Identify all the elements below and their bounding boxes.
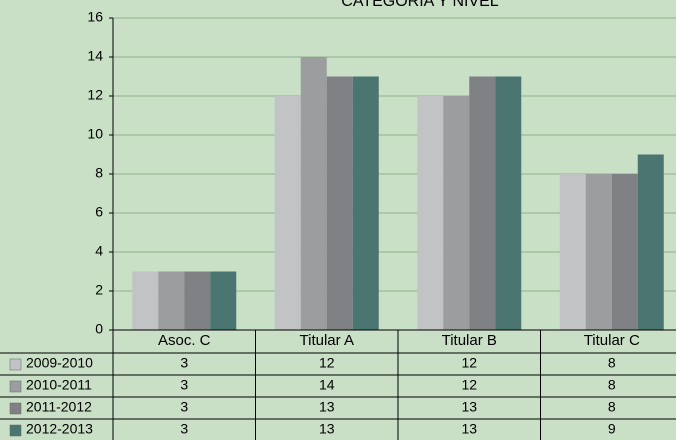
table-value: 8 [608, 399, 616, 415]
y-tick-label: 6 [95, 204, 103, 220]
x-tick-label: Asoc. C [158, 332, 211, 349]
legend-swatch [9, 380, 22, 393]
bar [132, 271, 159, 330]
bar [585, 174, 612, 330]
table-value: 3 [180, 377, 188, 393]
y-tick-label: 12 [87, 87, 103, 103]
table-value: 12 [461, 355, 477, 371]
bar [611, 174, 638, 330]
y-tick-label: 0 [95, 321, 103, 337]
table-value: 3 [180, 421, 188, 437]
bar [559, 174, 586, 330]
table-value: 8 [608, 377, 616, 393]
y-tick-label: 8 [95, 165, 103, 181]
y-tick-label: 4 [95, 243, 103, 259]
legend-swatch [9, 424, 22, 437]
bar [495, 76, 522, 330]
table-value: 9 [608, 421, 616, 437]
bar [443, 96, 470, 330]
legend-label: 2010-2011 [26, 377, 92, 393]
y-tick-label: 2 [95, 282, 103, 298]
legend-label: 2009-2010 [26, 355, 93, 371]
x-tick-label: Titular B [442, 332, 497, 349]
table-value: 13 [319, 421, 335, 437]
bar [637, 154, 664, 330]
table-value: 13 [461, 399, 477, 415]
legend-swatch [9, 358, 22, 371]
bar [352, 76, 379, 330]
bar [158, 271, 185, 330]
bar [326, 76, 353, 330]
table-value: 13 [461, 421, 477, 437]
bar [210, 271, 237, 330]
table-value: 12 [319, 355, 335, 371]
chart-title: CATEGORÍA Y NIVEL [341, 0, 498, 10]
y-tick-label: 16 [87, 9, 103, 25]
table-value: 8 [608, 355, 616, 371]
legend-swatch [9, 402, 22, 415]
bar [300, 57, 327, 330]
table-value: 14 [319, 377, 335, 393]
bar [417, 96, 444, 330]
table-value: 3 [180, 399, 188, 415]
table-value: 12 [461, 377, 477, 393]
y-tick-label: 10 [87, 126, 103, 142]
bar [184, 271, 211, 330]
table-value: 3 [180, 355, 188, 371]
bar [274, 96, 301, 330]
x-tick-label: Titular C [584, 332, 640, 349]
bar [469, 76, 496, 330]
y-tick-label: 14 [87, 48, 103, 64]
table-value: 13 [319, 399, 335, 415]
x-tick-label: Titular A [300, 332, 354, 349]
legend-label: 2011-2012 [26, 399, 92, 415]
legend-label: 2012-2013 [26, 421, 93, 437]
